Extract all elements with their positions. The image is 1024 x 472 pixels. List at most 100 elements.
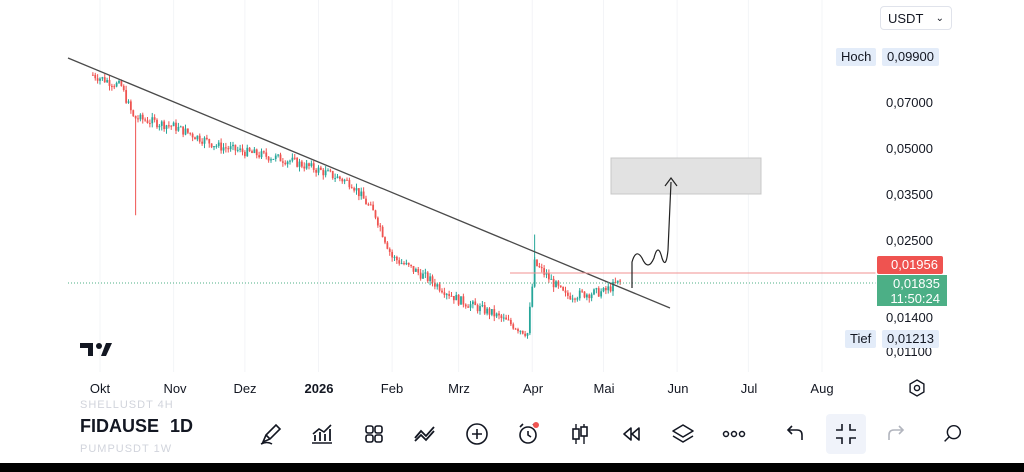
candle-body xyxy=(517,329,519,332)
candle-body xyxy=(346,179,348,181)
candle-body xyxy=(144,119,147,121)
more-icon[interactable] xyxy=(717,417,751,451)
candle-body xyxy=(367,204,370,206)
candle-body xyxy=(574,298,576,300)
candle-body xyxy=(464,304,467,307)
gear-icon[interactable] xyxy=(908,379,926,397)
price-tick: 0,05000 xyxy=(886,141,933,156)
time-tick: Dez xyxy=(233,381,257,396)
candle-body xyxy=(139,114,142,120)
templates-icon[interactable] xyxy=(357,417,391,451)
fullscreen-exit-icon[interactable] xyxy=(826,414,866,454)
price-tick: 0,01400 xyxy=(886,310,933,325)
candle-body xyxy=(334,178,337,180)
candle-body xyxy=(540,267,543,269)
alert-clock-icon[interactable] xyxy=(511,417,545,451)
candle-body xyxy=(224,147,227,149)
candle-body xyxy=(414,269,417,272)
candle-body xyxy=(298,161,301,167)
candle-body xyxy=(310,163,313,166)
candle-body xyxy=(165,125,168,129)
time-tick: Aug xyxy=(810,381,834,396)
symbol-name[interactable]: FIDAUSE xyxy=(80,416,160,436)
candle-body xyxy=(495,313,498,317)
candle-body xyxy=(507,319,510,321)
time-tick: Jun xyxy=(667,381,689,396)
candle-body xyxy=(172,122,175,127)
candle-body xyxy=(270,159,272,161)
interval-button[interactable]: 1D xyxy=(170,416,194,436)
candle-body xyxy=(393,256,396,258)
candle-body xyxy=(479,306,481,312)
candle-body xyxy=(227,148,230,150)
candle-body xyxy=(374,210,377,218)
candle-body xyxy=(467,306,470,308)
layers-icon[interactable] xyxy=(666,417,700,451)
candle-body xyxy=(395,256,398,261)
candle-type-icon[interactable] xyxy=(563,417,597,451)
indicators-icon[interactable] xyxy=(305,417,339,451)
add-icon[interactable] xyxy=(460,417,494,451)
candle-body xyxy=(281,161,284,163)
candle-body xyxy=(331,171,334,179)
time-tick: Feb xyxy=(380,381,404,396)
replay-icon[interactable] xyxy=(614,417,648,451)
candle-body xyxy=(296,157,299,167)
candle-body xyxy=(279,154,282,162)
ghost-symbol-below: PUMPUSDT 1W xyxy=(80,443,173,455)
candle-body xyxy=(441,290,443,293)
candle-body xyxy=(217,142,220,146)
candle-body xyxy=(213,146,215,148)
candle-body xyxy=(241,148,244,152)
target-zone-rectangle[interactable] xyxy=(610,157,762,195)
candle-body xyxy=(113,86,116,88)
redo-icon[interactable] xyxy=(880,417,914,451)
candle-body xyxy=(514,328,517,330)
candle-body xyxy=(160,121,163,126)
candle-body xyxy=(175,122,177,131)
candle-body xyxy=(619,280,622,282)
candle-body xyxy=(308,163,310,166)
candle-body xyxy=(203,137,206,144)
candle-body xyxy=(286,161,289,165)
candle-body xyxy=(391,251,394,258)
candle-body xyxy=(329,170,332,172)
zoom-icon[interactable] xyxy=(940,417,964,451)
candle-body xyxy=(588,294,591,299)
currency-select[interactable]: USDT ⌄ xyxy=(880,6,952,30)
candle-body xyxy=(398,260,401,264)
projected-path[interactable] xyxy=(631,181,672,288)
compare-icon[interactable] xyxy=(408,417,442,451)
bottom-toolbar xyxy=(0,405,1024,465)
candle-body xyxy=(246,147,249,157)
candle-body xyxy=(327,170,329,172)
candle-body xyxy=(424,272,427,274)
candle-body xyxy=(557,281,560,286)
candle-body xyxy=(317,167,320,173)
candle-body xyxy=(578,290,581,299)
candle-body xyxy=(583,291,586,298)
undo-icon[interactable] xyxy=(777,417,811,451)
candle-body xyxy=(426,272,429,282)
price-chart[interactable] xyxy=(0,0,1024,400)
alert-price-badge[interactable]: 0,01956 xyxy=(877,256,943,274)
candle-body xyxy=(303,166,306,169)
candle-body xyxy=(177,126,180,131)
candle-body xyxy=(407,262,410,265)
pencil-icon[interactable] xyxy=(254,417,288,451)
candle-body xyxy=(222,147,225,151)
candle-body xyxy=(229,146,232,150)
candle-body xyxy=(260,151,263,158)
candle-body xyxy=(571,298,574,300)
candle-body xyxy=(433,282,436,287)
candle-body xyxy=(405,262,408,265)
candle-body xyxy=(543,268,546,275)
candle-body xyxy=(360,191,363,197)
candle-body xyxy=(156,119,158,128)
candle-body xyxy=(343,179,346,182)
candle-body xyxy=(505,317,508,320)
candle-body xyxy=(519,330,522,332)
candle-body xyxy=(96,78,99,81)
candle-body xyxy=(129,101,132,111)
trendline[interactable] xyxy=(67,57,671,309)
